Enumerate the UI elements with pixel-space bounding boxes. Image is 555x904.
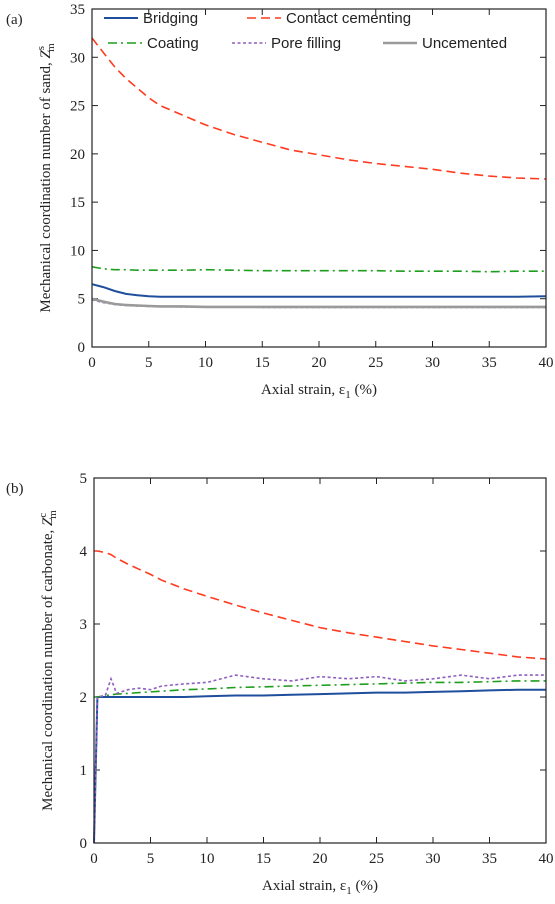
x-tick-label: 30 bbox=[426, 851, 441, 867]
x-label-sub: 1 bbox=[345, 389, 351, 401]
x-tick-label: 20 bbox=[312, 355, 327, 371]
x-tick-label: 5 bbox=[147, 851, 155, 867]
x-label-text: (%) bbox=[351, 382, 377, 398]
y-label-text: Mechanical coordination number of sand, bbox=[38, 59, 54, 313]
y-label-symbol: Z bbox=[38, 50, 54, 59]
series-line bbox=[91, 283, 547, 298]
legend-label: Bridging bbox=[143, 10, 198, 27]
x-label-text: Axial strain, ε bbox=[261, 382, 345, 398]
series-line bbox=[91, 297, 546, 309]
y-label-sub: m bbox=[45, 43, 57, 52]
y-tick-label: 15 bbox=[70, 195, 85, 211]
y-tick-label: 4 bbox=[80, 544, 88, 560]
x-tick-label: 40 bbox=[539, 355, 554, 371]
x-label-text: Axial strain, ε bbox=[262, 878, 346, 894]
x-tick-label: 0 bbox=[88, 355, 96, 371]
legend-label: Contact cementing bbox=[286, 10, 411, 27]
x-tick-label: 40 bbox=[539, 851, 554, 867]
y-label-text: Mechanical coordination number of carbon… bbox=[40, 526, 56, 811]
panel-label: (b) bbox=[6, 481, 24, 497]
y-label-symbol: Z bbox=[40, 517, 56, 526]
series-line bbox=[94, 550, 547, 660]
y-tick-label: 5 bbox=[78, 292, 86, 308]
x-label-sub: 1 bbox=[346, 885, 352, 897]
y-tick-label: 5 bbox=[80, 471, 88, 487]
y-tick-label: 35 bbox=[70, 2, 85, 18]
x-tick-label: 25 bbox=[368, 355, 383, 371]
x-axis-label: Axial strain, ε1 (%) bbox=[262, 878, 378, 897]
x-label-text: (%) bbox=[352, 878, 378, 894]
x-tick-label: 35 bbox=[482, 355, 497, 371]
y-tick-label: 30 bbox=[70, 50, 85, 66]
y-tick-label: 0 bbox=[78, 340, 86, 356]
legend-label: Uncemented bbox=[422, 35, 507, 52]
x-tick-label: 20 bbox=[313, 851, 328, 867]
y-tick-label: 3 bbox=[80, 617, 88, 633]
y-tick-label: 25 bbox=[70, 99, 85, 115]
y-label-sub: m bbox=[47, 510, 59, 519]
series-line bbox=[93, 674, 546, 844]
y-axis-label: Mechanical coordination number of carbon… bbox=[37, 510, 59, 811]
plot-frame bbox=[93, 477, 547, 844]
x-tick-label: 0 bbox=[90, 851, 98, 867]
y-label-sup: s bbox=[35, 46, 47, 50]
legend-label: Pore filling bbox=[271, 35, 341, 52]
x-tick-label: 10 bbox=[198, 355, 213, 371]
legend-label: Coating bbox=[147, 35, 199, 52]
series-line bbox=[93, 688, 546, 844]
x-axis-label: Axial strain, ε1 (%) bbox=[261, 382, 377, 401]
y-tick-label: 2 bbox=[80, 690, 88, 706]
y-tick-label: 0 bbox=[80, 836, 88, 852]
plot-frame bbox=[91, 8, 547, 348]
series-line bbox=[94, 680, 546, 698]
y-tick-label: 1 bbox=[80, 763, 88, 779]
x-tick-label: 5 bbox=[145, 355, 153, 371]
x-tick-label: 10 bbox=[200, 851, 215, 867]
panel-label: (a) bbox=[6, 12, 23, 28]
x-tick-label: 30 bbox=[425, 355, 440, 371]
x-tick-label: 35 bbox=[482, 851, 497, 867]
series-line bbox=[91, 37, 547, 180]
x-tick-label: 25 bbox=[369, 851, 384, 867]
series-line bbox=[91, 266, 546, 273]
y-tick-label: 20 bbox=[70, 147, 85, 163]
y-label-sup: c bbox=[37, 513, 49, 518]
y-tick-label: 10 bbox=[70, 243, 85, 259]
x-tick-label: 15 bbox=[255, 355, 270, 371]
x-tick-label: 15 bbox=[256, 851, 271, 867]
y-axis-label: Mechanical coordination number of sand, … bbox=[35, 43, 57, 313]
